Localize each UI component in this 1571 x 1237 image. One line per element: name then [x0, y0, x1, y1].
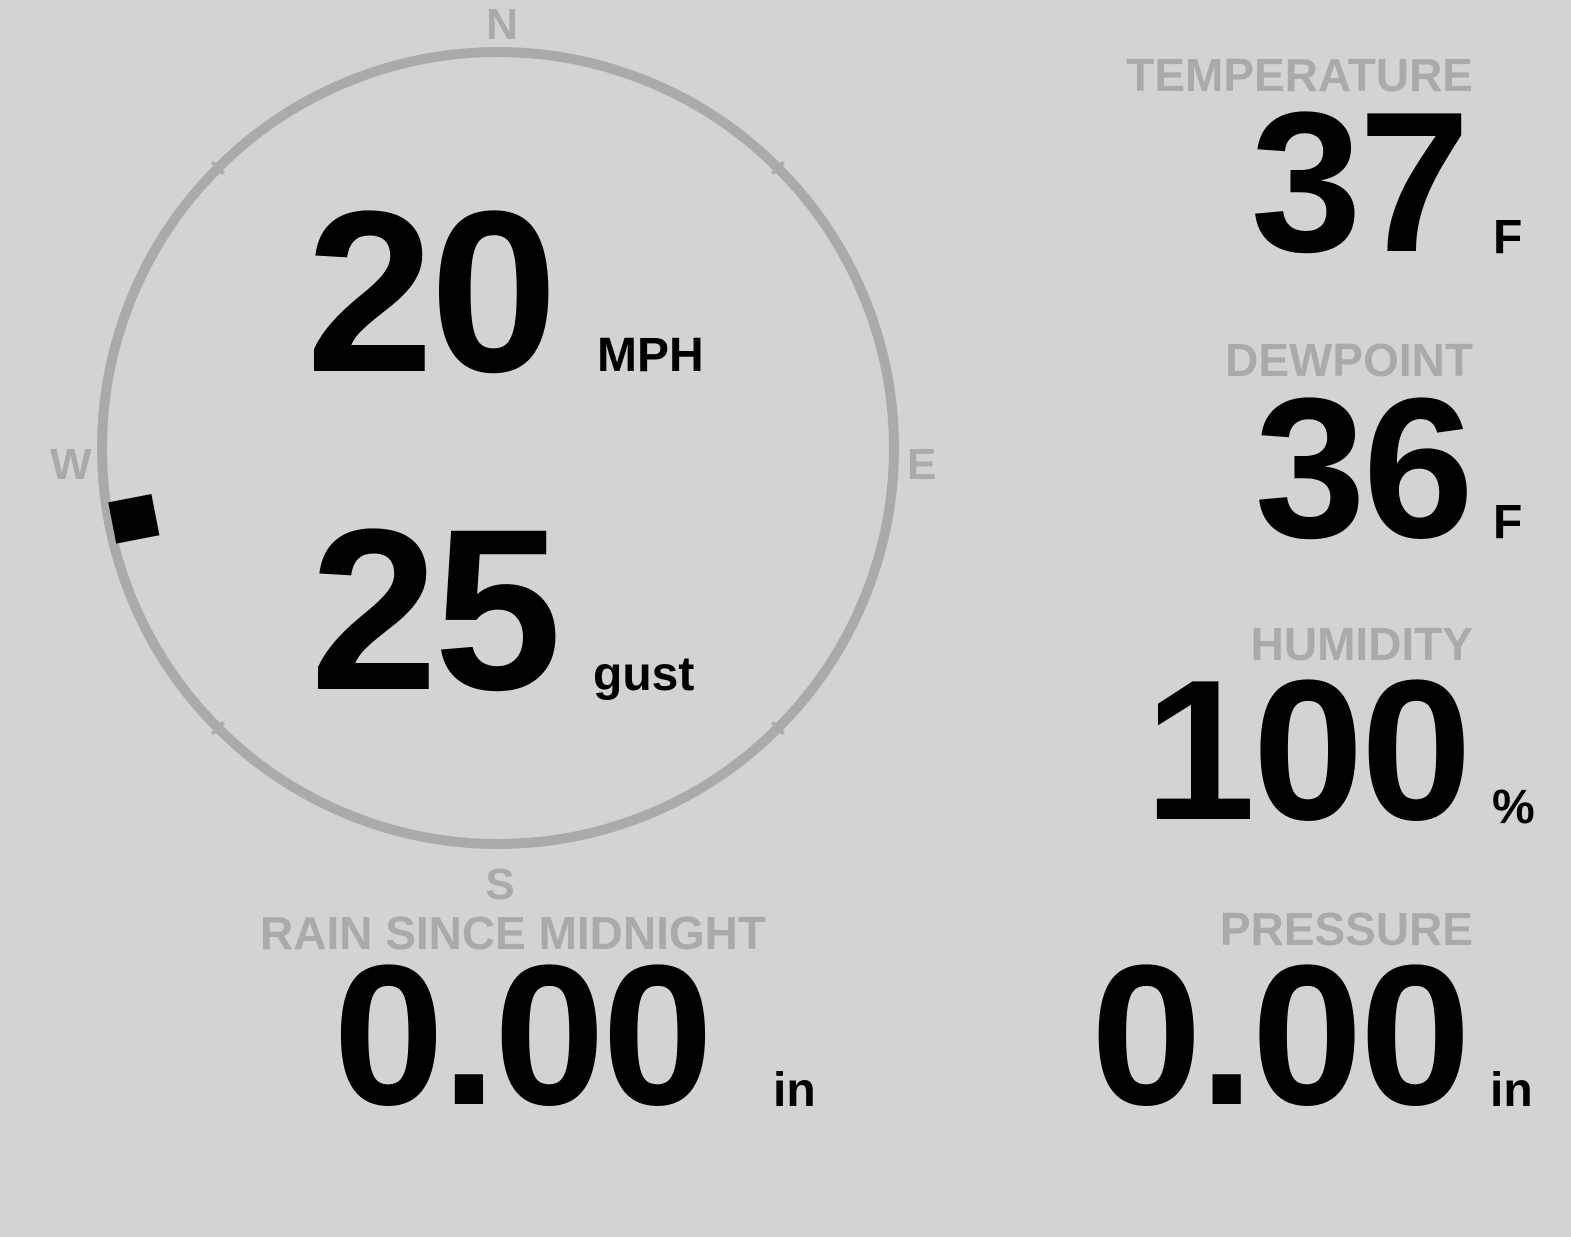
- compass-tick: [210, 160, 226, 176]
- compass-e: E: [907, 440, 937, 489]
- temperature-unit: F: [1493, 211, 1523, 264]
- wind-direction-marker: [108, 493, 160, 544]
- compass-n: N: [486, 0, 518, 49]
- wind-gust-value: 25: [310, 481, 562, 738]
- compass-tick: [770, 160, 786, 176]
- temperature-value: 37: [1250, 71, 1470, 294]
- humidity-unit: %: [1492, 781, 1535, 834]
- dewpoint-unit: F: [1493, 496, 1523, 549]
- pressure-value: 0.00: [1090, 924, 1471, 1147]
- rain-label: RAIN SINCE MIDNIGHT: [260, 907, 766, 959]
- rain-value: 0.00: [333, 924, 713, 1147]
- wind-speed-value: 20: [306, 163, 558, 420]
- wind-speed-unit: MPH: [597, 329, 704, 382]
- wind-gust-unit: gust: [593, 648, 695, 701]
- humidity-value: 100: [1144, 639, 1472, 862]
- rain-unit: in: [773, 1064, 816, 1117]
- pressure-unit: in: [1490, 1064, 1533, 1117]
- compass-s: S: [485, 860, 515, 909]
- pressure-label: PRESSURE: [1219, 903, 1473, 955]
- temperature-label: TEMPERATURE: [1126, 49, 1473, 101]
- compass-tick: [210, 720, 226, 736]
- compass-tick: [770, 720, 786, 736]
- compass-w: W: [50, 440, 92, 489]
- compass-ticks: [210, 160, 786, 736]
- compass-ring: [97, 47, 899, 849]
- dewpoint-value: 36: [1254, 357, 1474, 580]
- dewpoint-label: DEWPOINT: [1225, 334, 1473, 386]
- humidity-label: HUMIDITY: [1250, 618, 1473, 670]
